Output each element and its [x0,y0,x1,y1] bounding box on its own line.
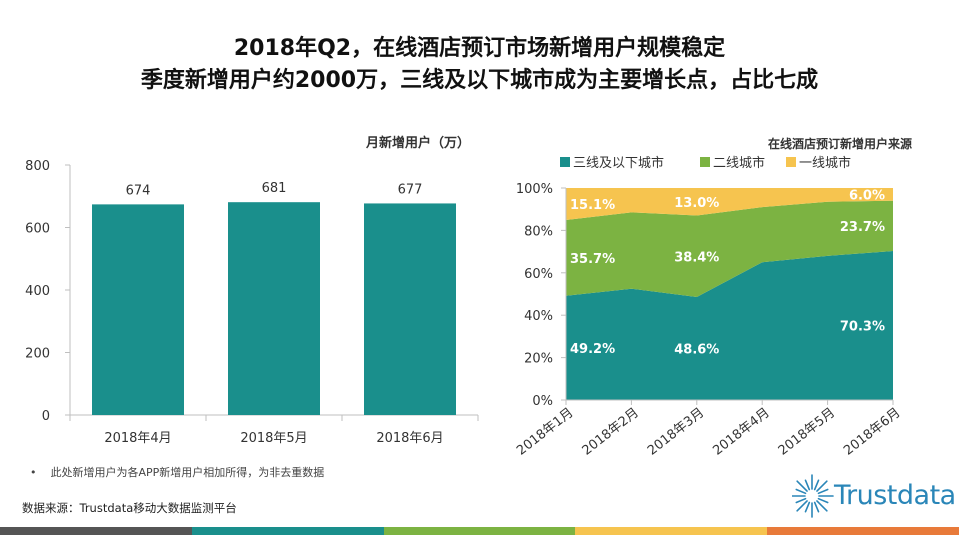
bar-data-label: 674 [126,183,151,198]
bar-y-tick-label: 800 [25,159,50,174]
area-data-label: 48.6% [674,342,719,357]
area-y-tick-label: 60% [524,267,553,282]
logo-burst-icon [792,474,834,518]
bar-y-tick-label: 400 [25,284,50,299]
area-x-tick-label: 2018年6月 [841,405,903,458]
area-data-label: 13.0% [674,196,719,211]
bottom-bar-segment [0,527,192,535]
bottom-color-bar [0,527,959,535]
bar [364,203,456,415]
area-data-label: 70.3% [840,319,885,334]
bar-category-label: 2018年4月 [104,431,171,446]
bar [92,204,184,415]
legend-swatch [786,157,796,167]
area-chart-title: 在线酒店预订新增用户来源 [768,136,912,151]
bar-y-tick-label: 0 [42,409,50,424]
legend-label: 二线城市 [713,155,765,171]
bar [228,202,320,415]
bar-data-label: 677 [398,182,423,197]
area-x-tick-label: 2018年3月 [645,405,707,458]
bar-chart-title: 月新增用户（万） [365,135,470,151]
page-subtitle: 季度新增用户约2000万，三线及以下城市成为主要增长点，占比七成 [140,68,819,93]
bar-category-label: 2018年6月 [376,431,443,446]
area-series-3 [566,188,893,221]
bar-data-label: 681 [262,181,287,196]
area-x-tick-label: 2018年1月 [514,405,576,458]
area-y-tick-label: 100% [516,182,553,197]
data-source: 数据来源：Trustdata移动大数据监测平台 [22,501,237,515]
area-y-tick-label: 40% [524,309,553,324]
area-data-label: 6.0% [849,188,885,203]
area-data-label: 23.7% [840,220,885,235]
logo-text: Trustdata [834,480,956,511]
area-data-label: 38.4% [674,250,719,265]
area-series-1 [566,250,893,400]
page-title: 2018年Q2，在线酒店预订市场新增用户规模稳定 [233,36,726,61]
area-data-label: 35.7% [570,252,615,267]
trustdata-logo: Trustdata [792,470,956,520]
bar-y-tick-label: 200 [25,347,50,362]
legend-swatch [560,157,570,167]
footnote-bullet: • [30,466,37,479]
bottom-bar-segment [383,527,576,535]
area-data-label: 49.2% [570,342,615,357]
area-y-tick-label: 80% [524,224,553,239]
area-series-2 [566,200,893,297]
area-y-tick-label: 20% [524,352,553,367]
area-data-label: 15.1% [570,198,615,213]
area-x-tick-label: 2018年2月 [580,405,642,458]
bottom-bar-segment [191,527,384,535]
bottom-bar-segment [575,527,768,535]
area-y-tick-label: 0% [532,394,553,409]
footnote: • 此处新增用户为各APP新增用户相加所得，为非去重数据 [30,464,324,480]
area-x-tick-label: 2018年4月 [710,405,772,458]
bottom-bar-segment [767,527,959,535]
footnote-text: 此处新增用户为各APP新增用户相加所得，为非去重数据 [50,466,325,479]
legend-label: 一线城市 [799,155,851,171]
legend-swatch [700,157,710,167]
legend-label: 三线及以下城市 [573,155,664,171]
bar-category-label: 2018年5月 [240,431,307,446]
area-x-tick-label: 2018年5月 [776,405,838,458]
bar-y-tick-label: 600 [25,222,50,237]
